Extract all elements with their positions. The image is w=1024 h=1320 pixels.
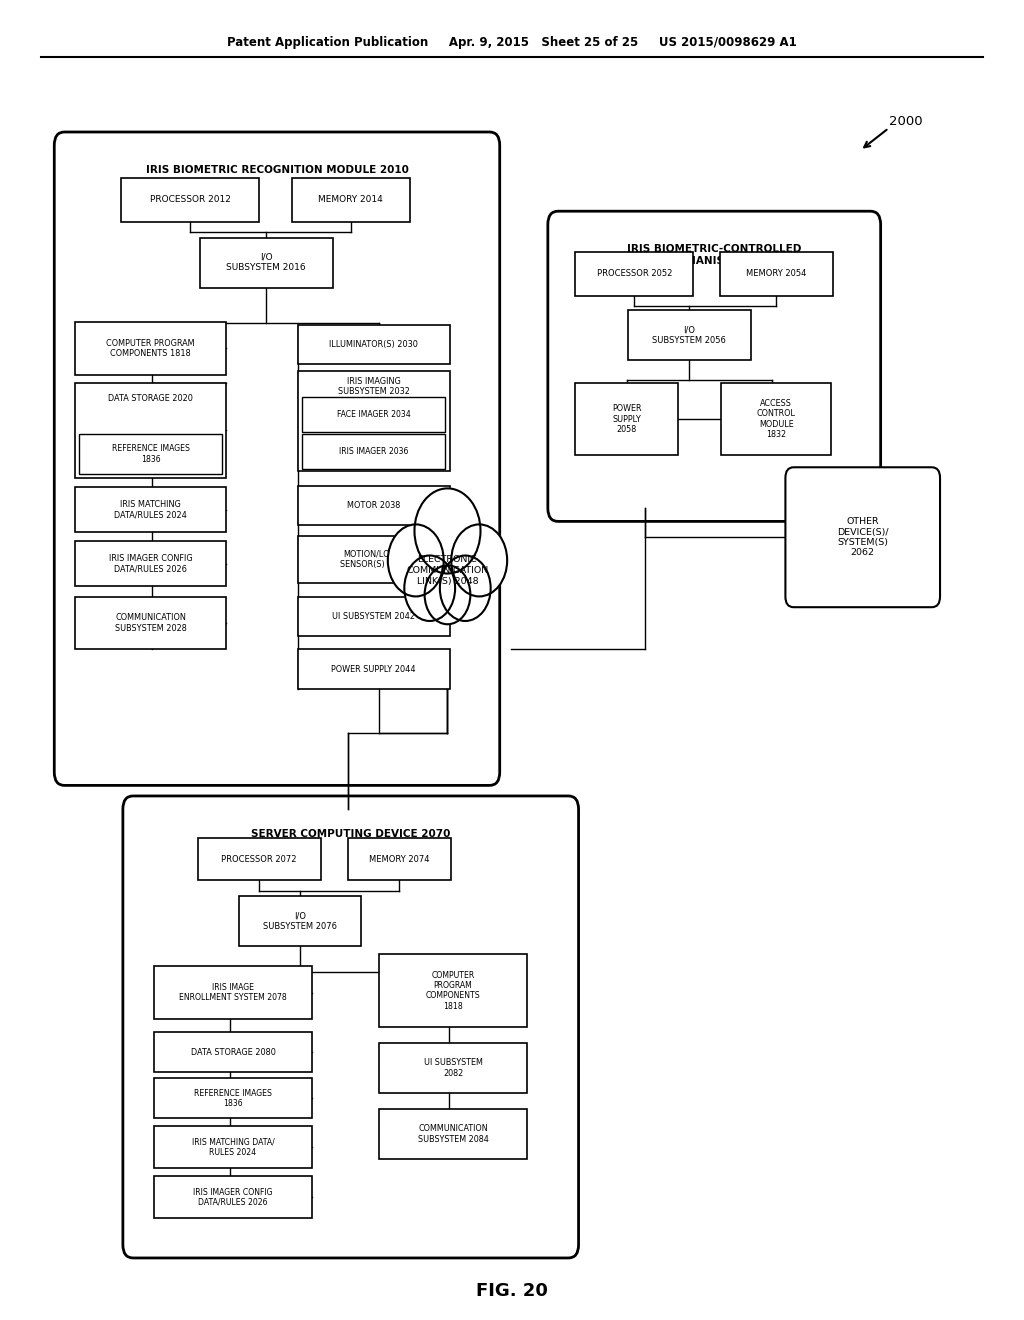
Bar (298, 486, 450, 525)
Bar (575, 383, 678, 455)
Text: UI SUBSYSTEM 2042: UI SUBSYSTEM 2042 (332, 612, 416, 620)
Bar (239, 896, 361, 946)
Text: Patent Application Publication     Apr. 9, 2015   Sheet 25 of 25     US 2015/009: Patent Application Publication Apr. 9, 2… (227, 36, 797, 49)
Text: MOTION/LOC'N
SENSOR(S) 2040: MOTION/LOC'N SENSOR(S) 2040 (340, 550, 408, 569)
Circle shape (425, 565, 470, 624)
Text: PROCESSOR 2072: PROCESSOR 2072 (221, 855, 297, 863)
Circle shape (388, 524, 443, 597)
Bar (154, 1126, 312, 1168)
Bar (154, 1078, 312, 1118)
Text: MOTOR 2038: MOTOR 2038 (347, 502, 400, 510)
Text: SERVER COMPUTING DEVICE 2070: SERVER COMPUTING DEVICE 2070 (251, 829, 451, 840)
Bar (720, 252, 833, 296)
Bar (298, 649, 450, 689)
Text: IRIS IMAGING
SUBSYSTEM 2032: IRIS IMAGING SUBSYSTEM 2032 (338, 378, 410, 396)
Text: COMMUNICATION
SUBSYSTEM 2028: COMMUNICATION SUBSYSTEM 2028 (115, 614, 186, 632)
Text: COMMUNICATION
SUBSYSTEM 2084: COMMUNICATION SUBSYSTEM 2084 (418, 1125, 488, 1143)
Text: PROCESSOR 2052: PROCESSOR 2052 (597, 269, 672, 279)
Text: MEMORY 2054: MEMORY 2054 (746, 269, 806, 279)
Text: FIG. 20: FIG. 20 (476, 1282, 548, 1300)
Circle shape (452, 524, 507, 597)
Bar (348, 838, 451, 880)
Text: IRIS IMAGER CONFIG
DATA/RULES 2026: IRIS IMAGER CONFIG DATA/RULES 2026 (194, 1188, 272, 1206)
Text: IRIS BIOMETRIC-CONTROLLED
MECHANISM 2050: IRIS BIOMETRIC-CONTROLLED MECHANISM 2050 (627, 244, 802, 265)
Text: I/O
SUBSYSTEM 2016: I/O SUBSYSTEM 2016 (226, 253, 306, 272)
Bar (154, 966, 312, 1019)
Bar (75, 597, 226, 649)
FancyBboxPatch shape (548, 211, 881, 521)
Bar (121, 178, 259, 222)
Text: ILLUMINATOR(S) 2030: ILLUMINATOR(S) 2030 (330, 341, 418, 348)
Bar (198, 838, 321, 880)
Bar (298, 371, 450, 471)
Text: IRIS BIOMETRIC RECOGNITION MODULE 2010: IRIS BIOMETRIC RECOGNITION MODULE 2010 (145, 165, 409, 176)
FancyBboxPatch shape (123, 796, 579, 1258)
Bar (379, 1043, 527, 1093)
Text: PROCESSOR 2012: PROCESSOR 2012 (150, 195, 230, 205)
Bar (75, 487, 226, 532)
Text: POWER SUPPLY 2044: POWER SUPPLY 2044 (332, 665, 416, 673)
Text: REFERENCE IMAGES
1836: REFERENCE IMAGES 1836 (112, 445, 189, 463)
Text: FACE IMAGER 2034: FACE IMAGER 2034 (337, 411, 411, 418)
Bar (379, 954, 527, 1027)
Text: IRIS MATCHING DATA/
RULES 2024: IRIS MATCHING DATA/ RULES 2024 (191, 1138, 274, 1156)
Bar (298, 597, 450, 636)
Bar (721, 383, 831, 455)
Circle shape (404, 556, 455, 620)
Bar (302, 434, 445, 469)
Text: IRIS IMAGER CONFIG
DATA/RULES 2026: IRIS IMAGER CONFIG DATA/RULES 2026 (109, 554, 193, 573)
Text: ACCESS
CONTROL
MODULE
1832: ACCESS CONTROL MODULE 1832 (757, 399, 796, 440)
Bar (75, 383, 226, 478)
Text: MEMORY 2074: MEMORY 2074 (369, 855, 430, 863)
Bar (200, 238, 333, 288)
Text: MEMORY 2014: MEMORY 2014 (318, 195, 383, 205)
Text: COMPUTER
PROGRAM
COMPONENTS
1818: COMPUTER PROGRAM COMPONENTS 1818 (426, 970, 480, 1011)
Circle shape (415, 488, 480, 573)
Bar (292, 178, 410, 222)
Text: OTHER
DEVICE(S)/
SYSTEM(S)
2062: OTHER DEVICE(S)/ SYSTEM(S) 2062 (837, 517, 889, 557)
Text: COMPUTER PROGRAM
COMPONENTS 1818: COMPUTER PROGRAM COMPONENTS 1818 (106, 339, 195, 358)
Bar (79, 434, 222, 474)
Text: IRIS IMAGER 2036: IRIS IMAGER 2036 (339, 447, 409, 455)
Bar (298, 536, 450, 583)
Bar (298, 325, 450, 364)
FancyBboxPatch shape (785, 467, 940, 607)
Text: ELECTRONIC
COMMUNICATION
LINK(S) 2048: ELECTRONIC COMMUNICATION LINK(S) 2048 (407, 554, 488, 586)
Text: 2000: 2000 (889, 115, 923, 128)
Bar (75, 322, 226, 375)
Bar (575, 252, 693, 296)
Bar (302, 397, 445, 432)
Bar (379, 1109, 527, 1159)
Text: POWER
SUPPLY
2058: POWER SUPPLY 2058 (612, 404, 641, 434)
Text: UI SUBSYSTEM
2082: UI SUBSYSTEM 2082 (424, 1059, 482, 1077)
Text: IRIS IMAGE
ENROLLMENT SYSTEM 2078: IRIS IMAGE ENROLLMENT SYSTEM 2078 (179, 983, 287, 1002)
Text: IRIS MATCHING
DATA/RULES 2024: IRIS MATCHING DATA/RULES 2024 (114, 500, 187, 519)
Text: REFERENCE IMAGES
1836: REFERENCE IMAGES 1836 (194, 1089, 272, 1107)
FancyBboxPatch shape (54, 132, 500, 785)
Text: DATA STORAGE 2080: DATA STORAGE 2080 (190, 1048, 275, 1056)
Text: I/O
SUBSYSTEM 2056: I/O SUBSYSTEM 2056 (652, 326, 726, 345)
Bar (154, 1032, 312, 1072)
Bar (154, 1176, 312, 1218)
Bar (75, 541, 226, 586)
Circle shape (440, 556, 490, 620)
Text: DATA STORAGE 2020: DATA STORAGE 2020 (109, 395, 193, 403)
Text: I/O
SUBSYSTEM 2076: I/O SUBSYSTEM 2076 (263, 912, 337, 931)
Bar (628, 310, 751, 360)
